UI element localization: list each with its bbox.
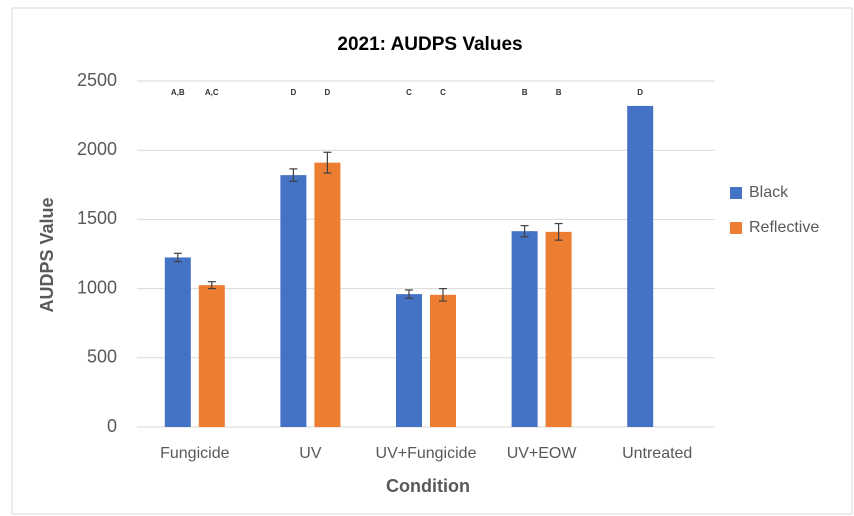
x-axis-label: Condition [386,476,470,496]
bar [511,231,538,427]
y-tick-label: 2500 [77,70,117,90]
bar [198,285,225,427]
y-tick-label: 1500 [77,208,117,228]
y-tick-label: 2000 [77,139,117,159]
annotation: C [440,88,446,97]
legend-label: Reflective [749,219,819,236]
x-tick-label: UV [299,445,322,462]
legend-swatch [730,222,742,234]
annotation: C [406,88,412,97]
annotation: D [291,88,297,97]
bar [164,257,191,427]
x-tick-label: UV+Fungicide [376,445,477,462]
annotation: B [522,88,528,97]
x-tick-label: UV+EOW [507,445,578,462]
annotation: D [325,88,331,97]
legend-label: Black [749,184,789,201]
y-tick-label: 1000 [77,277,117,297]
annotation: A,B [171,88,185,97]
bar [314,162,341,427]
annotation: D [637,88,643,97]
chart-title: 2021: AUDPS Values [337,34,522,55]
bar [396,294,422,427]
legend-swatch [730,187,742,199]
bar [545,231,572,427]
x-tick-label: Untreated [622,445,692,462]
bar [430,294,456,427]
y-tick-label: 0 [107,416,117,436]
bar [627,105,654,428]
y-tick-label: 500 [87,347,117,367]
annotation: A,C [205,88,219,97]
chart-frame [11,7,853,515]
bar [280,175,307,427]
annotation: B [556,88,562,97]
x-tick-label: Fungicide [160,445,229,462]
y-axis-label: AUDPS Value [37,197,57,312]
